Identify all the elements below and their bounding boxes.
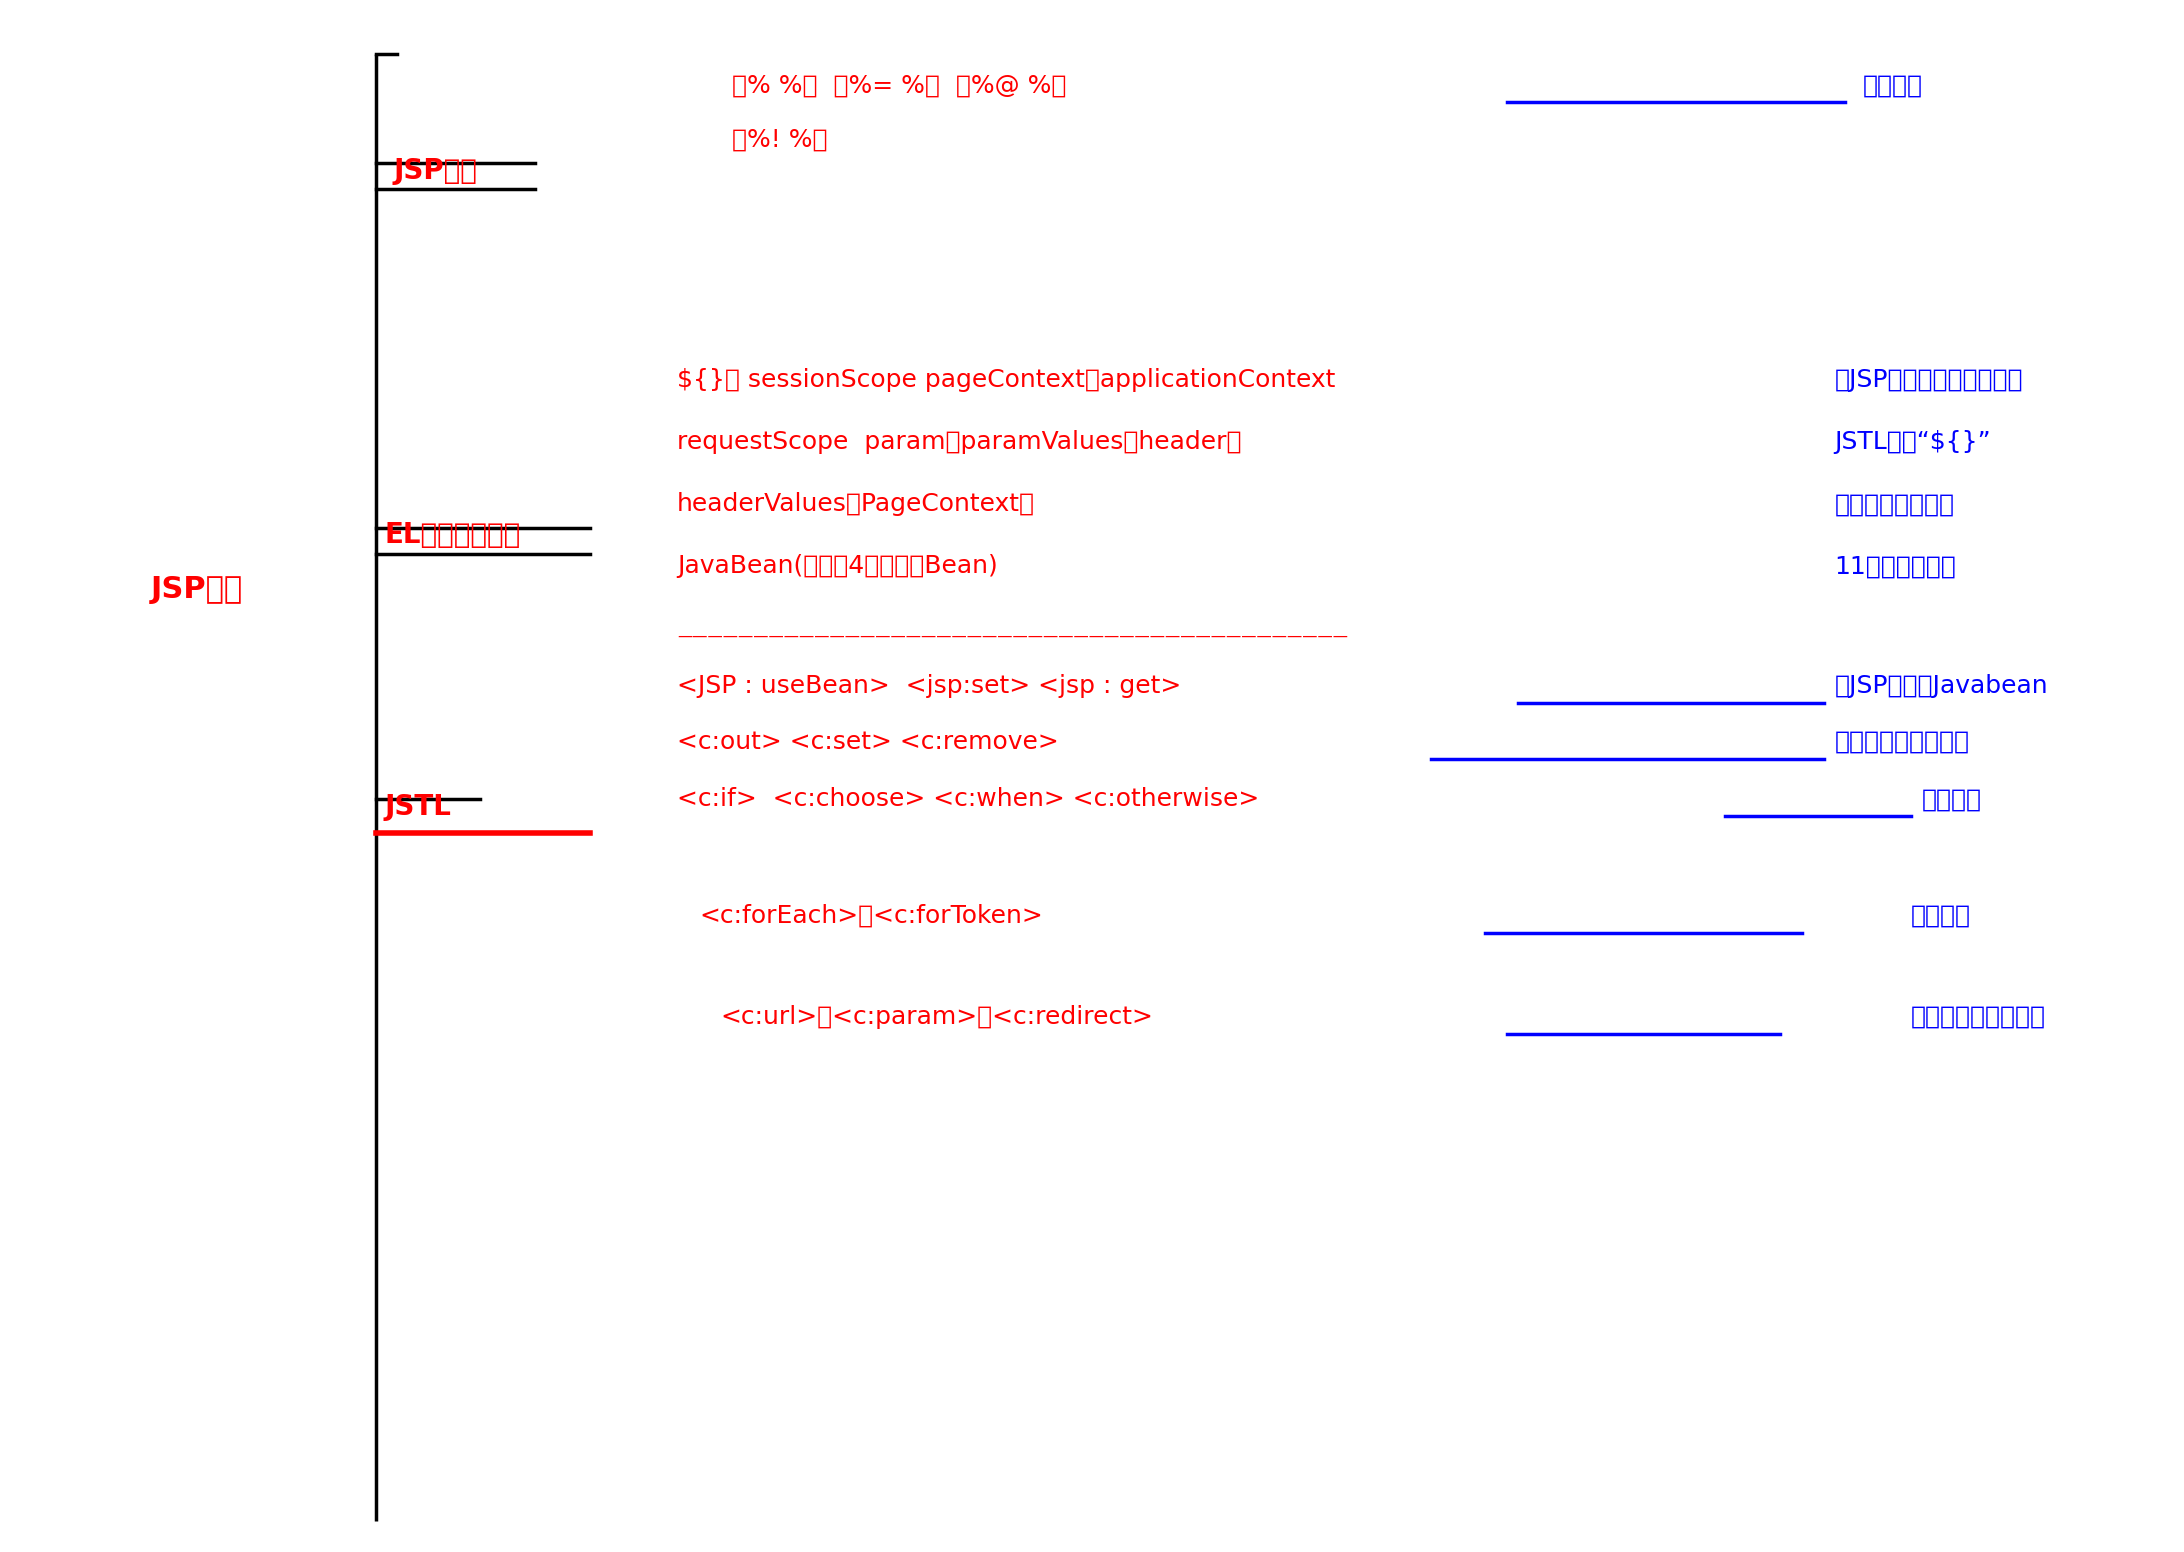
Text: 要明白値放在哪里: 要明白値放在哪里: [1835, 492, 1955, 517]
Text: ${}： sessionScope pageContext、applicationContext: ${}： sessionScope pageContext、applicatio…: [677, 368, 1334, 393]
Text: 与网址、重定向有关: 与网址、重定向有关: [1911, 1004, 2046, 1029]
Text: 在JSP中定义Javabean: 在JSP中定义Javabean: [1835, 674, 2049, 698]
Text: 11种对象跑不了: 11种对象跑不了: [1835, 554, 1957, 579]
Text: 在JSP页面中取値，往往为: 在JSP页面中取値，往往为: [1835, 368, 2022, 393]
Text: <c:forEach>、<c:forToken>: <c:forEach>、<c:forToken>: [699, 903, 1042, 928]
Text: 迭代遍历: 迭代遍历: [1911, 903, 1970, 928]
Text: JavaBean(必须是4大域中的Bean): JavaBean(必须是4大域中的Bean): [677, 554, 998, 579]
Text: 基本输出、设置属性: 基本输出、设置属性: [1835, 729, 1970, 754]
Text: <JSP : useBean>  <jsp:set> <jsp : get>: <JSP : useBean> <jsp:set> <jsp : get>: [677, 674, 1182, 698]
Text: <c:url>、<c:param>、<c:redirect>: <c:url>、<c:param>、<c:redirect>: [721, 1004, 1153, 1029]
Text: ————————————————————————————————————————————: ————————————————————————————————————————…: [677, 629, 1348, 644]
Text: JSP语法: JSP语法: [393, 157, 476, 185]
Text: headerValues、PageContext、: headerValues、PageContext、: [677, 492, 1035, 517]
Text: requestScope  param、paramValues、header、: requestScope param、paramValues、header、: [677, 430, 1241, 455]
Text: 条件判断: 条件判断: [1922, 787, 1981, 812]
Text: JSTL服务“${}”: JSTL服务“${}”: [1835, 430, 1992, 455]
Text: JSP技术: JSP技术: [151, 576, 242, 604]
Text: <c:if>  <c:choose> <c:when> <c:otherwise>: <c:if> <c:choose> <c:when> <c:otherwise>: [677, 787, 1260, 812]
Text: JSTL: JSTL: [384, 793, 452, 821]
Text: EL表达式：取値: EL表达式：取値: [384, 521, 520, 549]
Text: ＜%! %＞: ＜%! %＞: [732, 127, 828, 152]
Text: <c:out> <c:set> <c:remove>: <c:out> <c:set> <c:remove>: [677, 729, 1059, 754]
Text: ＜% %＞  ＜%= %＞  ＜%@ %＞: ＜% %＞ ＜%= %＞ ＜%@ %＞: [732, 73, 1066, 98]
Text: 很少使用: 很少使用: [1863, 73, 1922, 98]
